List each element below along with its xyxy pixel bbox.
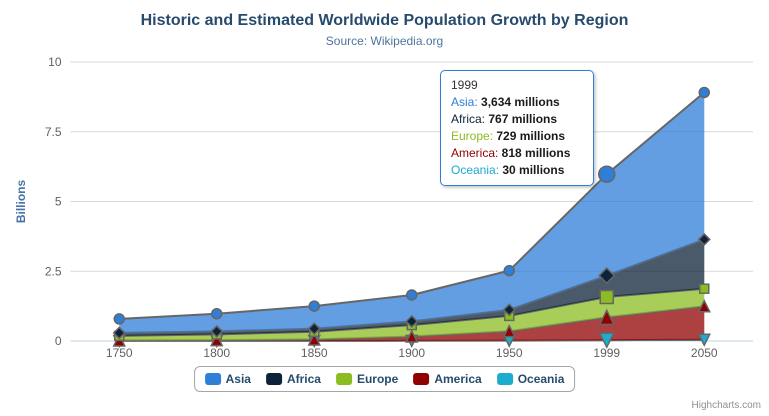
context-menu-button[interactable]	[731, 15, 755, 35]
data-point-marker-america[interactable]	[598, 308, 615, 326]
legend-swatch-icon	[413, 373, 430, 385]
y-axis-label: 5	[55, 195, 62, 209]
data-point-marker-oceania[interactable]	[598, 332, 615, 349]
data-point-marker-africa[interactable]	[112, 326, 126, 340]
legend-swatch-icon	[204, 373, 221, 385]
data-point-marker-africa[interactable]	[307, 322, 321, 336]
data-point-marker-asia[interactable]	[598, 165, 616, 183]
data-point-marker-america[interactable]	[697, 299, 711, 313]
legend-label: Africa	[286, 372, 321, 386]
legend-item-europe[interactable]: Europe	[335, 372, 399, 386]
data-point-marker-asia[interactable]	[698, 86, 710, 99]
area-series-america[interactable]	[119, 306, 705, 341]
data-point-marker-asia[interactable]	[308, 300, 320, 312]
legend-item-africa[interactable]: Africa	[265, 372, 321, 386]
area-series-asia[interactable]	[119, 92, 705, 333]
legend: Asia Africa Europe America Oceania	[193, 366, 576, 392]
data-point-marker-europe[interactable]	[699, 283, 710, 294]
x-axis-label: 1950	[496, 346, 523, 360]
legend-label: Europe	[356, 372, 399, 386]
x-axis-label: 1850	[301, 346, 328, 360]
legend-item-oceania[interactable]: Oceania	[496, 372, 565, 386]
y-axis-label: 10	[48, 55, 62, 69]
legend-label: Oceania	[517, 372, 565, 386]
legend-item-asia[interactable]: Asia	[204, 372, 251, 386]
data-point-marker-asia[interactable]	[406, 289, 418, 301]
area-series-africa[interactable]	[119, 239, 705, 336]
legend-label: America	[434, 372, 482, 386]
data-point-marker-africa[interactable]	[502, 303, 516, 317]
legend-swatch-icon	[265, 373, 282, 385]
data-point-marker-asia[interactable]	[503, 264, 515, 277]
data-point-marker-america[interactable]	[405, 329, 419, 343]
chart-title: Historic and Estimated Worldwide Populat…	[140, 12, 629, 29]
data-point-marker-africa[interactable]	[697, 232, 711, 246]
data-point-marker-asia[interactable]	[211, 307, 223, 320]
data-point-marker-africa[interactable]	[405, 314, 419, 328]
legend-item-america[interactable]: America	[413, 372, 482, 386]
x-axis-label: 1750	[106, 346, 133, 360]
x-axis-label: 1900	[398, 346, 425, 360]
y-axis-label: 0	[55, 334, 62, 348]
y-axis-title: Billions	[14, 180, 28, 224]
data-point-marker-asia[interactable]	[113, 313, 125, 325]
data-point-marker-america[interactable]	[307, 332, 321, 346]
highcharts-credit-link[interactable]: Highcharts.com	[691, 400, 761, 411]
data-point-marker-america[interactable]	[502, 324, 516, 338]
y-axis-label: 2.5	[45, 264, 62, 278]
x-axis-label: 1800	[203, 346, 230, 360]
legend-label: Asia	[225, 372, 251, 386]
x-axis-label: 2050	[691, 346, 718, 360]
chart-subtitle: Source: Wikipedia.org	[325, 34, 444, 48]
data-point-marker-oceania[interactable]	[697, 333, 711, 347]
y-axis-label: 7.5	[45, 125, 62, 139]
legend-swatch-icon	[335, 373, 352, 385]
x-axis-label: 1999	[593, 346, 620, 360]
legend-swatch-icon	[496, 373, 513, 385]
data-point-marker-africa[interactable]	[210, 324, 224, 338]
data-point-marker-europe[interactable]	[599, 289, 614, 305]
data-point-marker-africa[interactable]	[598, 267, 616, 285]
data-point-marker-america[interactable]	[210, 332, 224, 347]
